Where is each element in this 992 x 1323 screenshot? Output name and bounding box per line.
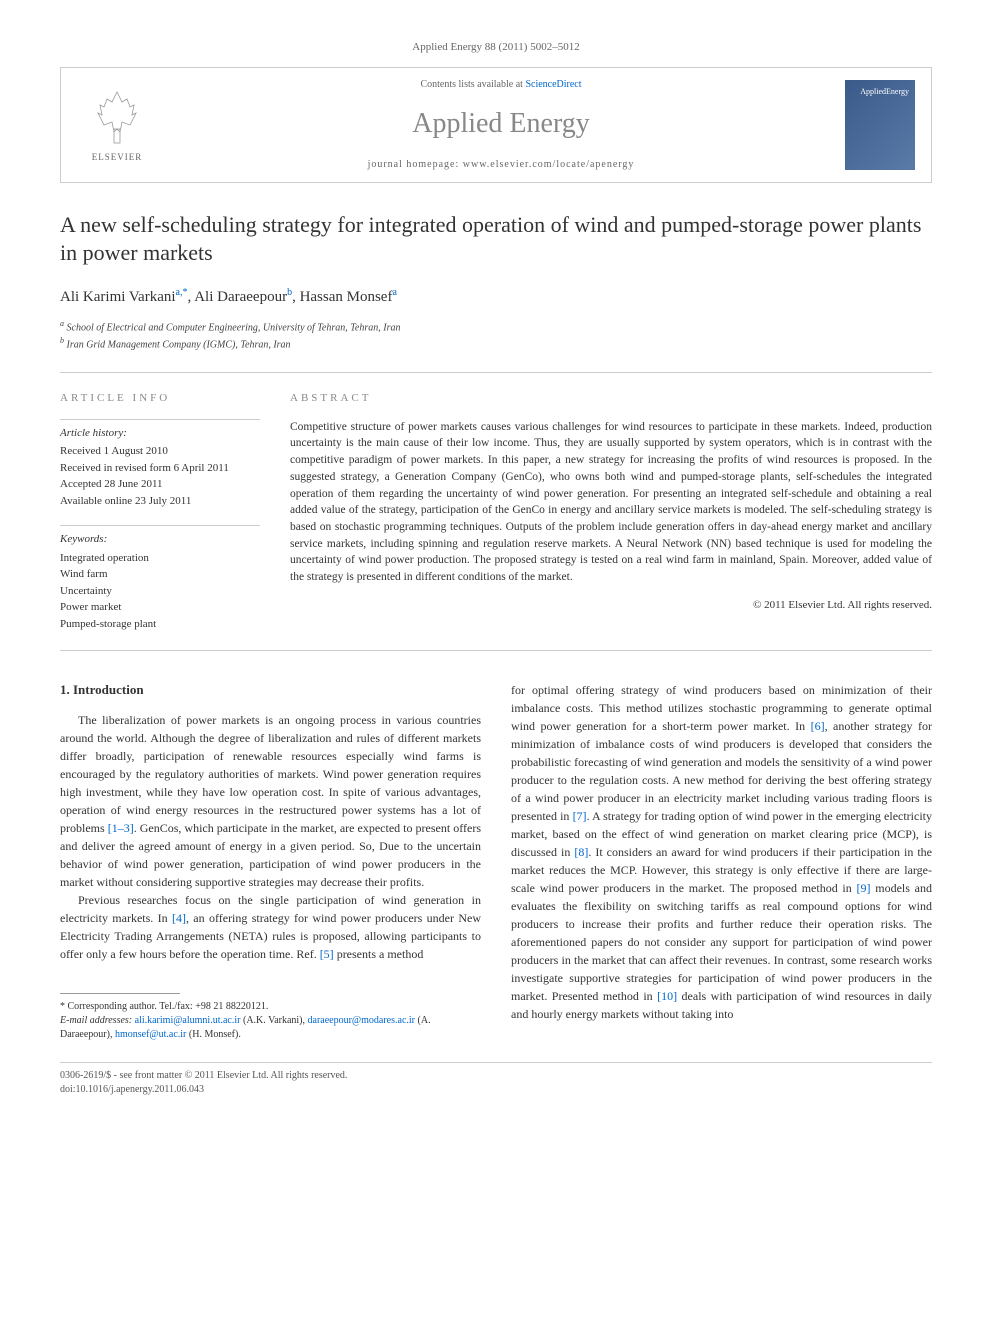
history-item: Received 1 August 2010 bbox=[60, 443, 260, 460]
history-item: Received in revised form 6 April 2011 bbox=[60, 460, 260, 477]
citation-link[interactable]: [6] bbox=[811, 719, 825, 733]
affiliation-mark: a bbox=[60, 319, 64, 328]
journal-name: Applied Energy bbox=[157, 104, 845, 143]
citation-link[interactable]: [10] bbox=[657, 989, 677, 1003]
author-name: Ali Karimi Varkani bbox=[60, 289, 176, 305]
abstract-column: ABSTRACT Competitive structure of power … bbox=[290, 391, 932, 632]
author: Hassan Monsefa bbox=[300, 289, 397, 305]
email-label: E-mail addresses: bbox=[60, 1015, 132, 1026]
body-paragraph: Previous researches focus on the single … bbox=[60, 891, 481, 963]
citation-link[interactable]: [1–3] bbox=[108, 821, 134, 835]
page-footer: 0306-2619/$ - see front matter © 2011 El… bbox=[60, 1062, 932, 1097]
author-name: Ali Daraeepour bbox=[194, 289, 287, 305]
keyword: Integrated operation bbox=[60, 550, 260, 567]
header-center: Contents lists available at ScienceDirec… bbox=[157, 78, 845, 171]
history-item: Accepted 28 June 2011 bbox=[60, 476, 260, 493]
author: Ali Daraeepourb bbox=[194, 289, 292, 305]
article-title: A new self-scheduling strategy for integ… bbox=[60, 211, 932, 268]
author-mark: b bbox=[287, 287, 292, 298]
body-column-right: for optimal offering strategy of wind pr… bbox=[511, 681, 932, 1042]
email-owner: (H. Monsef) bbox=[189, 1029, 238, 1040]
body-paragraph: for optimal offering strategy of wind pr… bbox=[511, 681, 932, 1023]
keywords-label: Keywords: bbox=[60, 532, 260, 547]
homepage-url[interactable]: www.elsevier.com/locate/apenergy bbox=[463, 159, 635, 170]
affiliation: a School of Electrical and Computer Engi… bbox=[60, 318, 932, 335]
keyword: Uncertainty bbox=[60, 583, 260, 600]
abstract-heading: ABSTRACT bbox=[290, 391, 932, 406]
keywords-block: Keywords: Integrated operation Wind farm… bbox=[60, 525, 260, 632]
history-label: Article history: bbox=[60, 426, 260, 441]
footnote-separator bbox=[60, 993, 180, 994]
journal-header: ELSEVIER Contents lists available at Sci… bbox=[60, 67, 932, 182]
author-mark: a,* bbox=[176, 287, 188, 298]
email-owner: (A.K. Varkani) bbox=[243, 1015, 303, 1026]
homepage-prefix: journal homepage: bbox=[368, 159, 463, 170]
journal-cover-thumbnail: AppliedEnergy bbox=[845, 80, 915, 170]
affiliation-text: School of Electrical and Computer Engine… bbox=[67, 322, 401, 333]
email-addresses-note: E-mail addresses: ali.karimi@alumni.ut.a… bbox=[60, 1014, 481, 1042]
affiliations: a School of Electrical and Computer Engi… bbox=[60, 318, 932, 353]
email-link[interactable]: ali.karimi@alumni.ut.ac.ir bbox=[135, 1015, 241, 1026]
authors-line: Ali Karimi Varkania,*, Ali Daraeepourb, … bbox=[60, 286, 932, 308]
author-mark: a bbox=[392, 287, 396, 298]
corresponding-author-note: * Corresponding author. Tel./fax: +98 21… bbox=[60, 1000, 481, 1014]
cover-title: AppliedEnergy bbox=[851, 86, 909, 97]
article-info-column: ARTICLE INFO Article history: Received 1… bbox=[60, 391, 260, 632]
citation-link[interactable]: [8] bbox=[574, 845, 588, 859]
citation-link[interactable]: [5] bbox=[320, 947, 334, 961]
elsevier-tree-icon bbox=[92, 87, 142, 147]
citation-link[interactable]: [4] bbox=[172, 911, 186, 925]
section-heading: 1. Introduction bbox=[60, 681, 481, 699]
author: Ali Karimi Varkania,* bbox=[60, 289, 188, 305]
elsevier-label: ELSEVIER bbox=[92, 151, 143, 164]
copyright-line: © 2011 Elsevier Ltd. All rights reserved… bbox=[290, 598, 932, 613]
sciencedirect-link[interactable]: ScienceDirect bbox=[525, 79, 581, 90]
keyword: Pumped-storage plant bbox=[60, 616, 260, 633]
history-item: Available online 23 July 2011 bbox=[60, 493, 260, 510]
issn-line: 0306-2619/$ - see front matter © 2011 El… bbox=[60, 1069, 932, 1083]
contents-available-line: Contents lists available at ScienceDirec… bbox=[157, 78, 845, 92]
abstract-text: Competitive structure of power markets c… bbox=[290, 419, 932, 586]
email-link[interactable]: hmonsef@ut.ac.ir bbox=[115, 1029, 186, 1040]
journal-homepage-line: journal homepage: www.elsevier.com/locat… bbox=[157, 158, 845, 172]
article-history-block: Article history: Received 1 August 2010 … bbox=[60, 419, 260, 509]
affiliation: b Iran Grid Management Company (IGMC), T… bbox=[60, 335, 932, 352]
affiliation-text: Iran Grid Management Company (IGMC), Teh… bbox=[67, 339, 291, 350]
doi-line: doi:10.1016/j.apenergy.2011.06.043 bbox=[60, 1083, 932, 1097]
email-link[interactable]: daraeepour@modares.ac.ir bbox=[308, 1015, 416, 1026]
author-name: Hassan Monsef bbox=[300, 289, 393, 305]
body-column-left: 1. Introduction The liberalization of po… bbox=[60, 681, 481, 1042]
body-paragraph: The liberalization of power markets is a… bbox=[60, 711, 481, 891]
publisher-logo-block: ELSEVIER bbox=[77, 87, 157, 164]
article-info-heading: ARTICLE INFO bbox=[60, 391, 260, 406]
affiliation-mark: b bbox=[60, 336, 64, 345]
citation-link[interactable]: [7] bbox=[573, 809, 587, 823]
keyword: Power market bbox=[60, 599, 260, 616]
keyword: Wind farm bbox=[60, 566, 260, 583]
contents-prefix: Contents lists available at bbox=[420, 79, 525, 90]
body-columns: 1. Introduction The liberalization of po… bbox=[60, 681, 932, 1042]
journal-reference: Applied Energy 88 (2011) 5002–5012 bbox=[60, 40, 932, 55]
citation-link[interactable]: [9] bbox=[857, 881, 871, 895]
